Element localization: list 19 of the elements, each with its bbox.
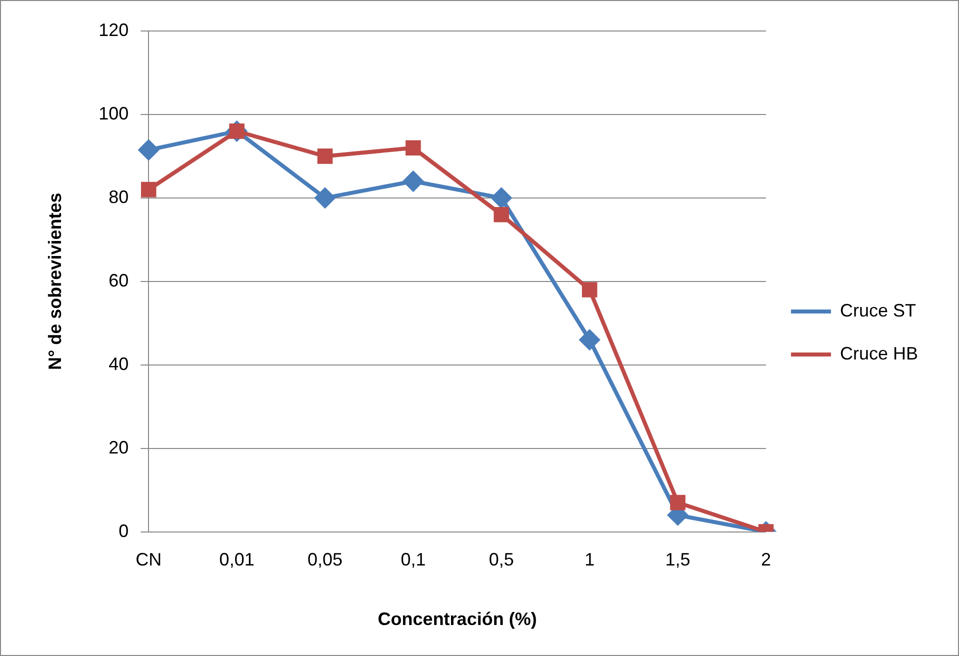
y-tick-label: 80 bbox=[108, 186, 129, 207]
y-tick-label: 100 bbox=[98, 103, 129, 124]
y-tick-label: 40 bbox=[108, 354, 129, 374]
x-tick-label: CN bbox=[136, 550, 162, 570]
x-tick-label: 0,5 bbox=[488, 550, 514, 570]
x-tick-label: 0,1 bbox=[400, 550, 426, 570]
x-axis-title: Concentración (%) bbox=[378, 609, 537, 630]
y-axis-title: N° de sobrevivientes bbox=[44, 192, 65, 370]
x-tick-label: 2 bbox=[760, 550, 771, 570]
y-tick-label: 120 bbox=[98, 20, 129, 40]
y-tick-label: 20 bbox=[108, 437, 129, 458]
y-tick-label: 0 bbox=[118, 520, 129, 541]
y-tick-label: 60 bbox=[108, 270, 129, 290]
x-tick-label: 1 bbox=[584, 550, 595, 570]
x-tick-label: 1,5 bbox=[665, 550, 690, 570]
legend-label: Cruce HB bbox=[840, 343, 918, 364]
legend-label: Cruce ST bbox=[840, 300, 916, 320]
x-tick-label: 0,05 bbox=[307, 550, 343, 570]
x-tick-label: 0,01 bbox=[219, 550, 254, 570]
